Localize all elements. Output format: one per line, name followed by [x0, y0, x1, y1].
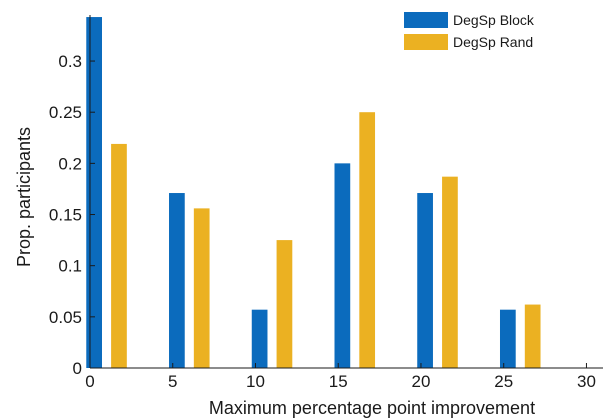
bar-degsp-block-20 [417, 193, 433, 368]
legend-swatch-degsp-rand [404, 34, 448, 50]
bar-degsp-rand-20 [442, 176, 458, 368]
bar-degsp-block-0 [86, 17, 102, 369]
x-tick-label-5: 5 [168, 372, 177, 391]
bar-degsp-rand-15 [359, 112, 376, 368]
y-tick-label-0.3: 0.3 [58, 52, 82, 71]
bar-degsp-block-5 [169, 193, 185, 368]
x-tick-label-20: 20 [412, 372, 431, 391]
y-tick-label-0.25: 0.25 [49, 103, 82, 122]
x-tick-label-15: 15 [329, 372, 348, 391]
bar-degsp-block-10 [251, 309, 268, 368]
x-tick-label-10: 10 [246, 372, 265, 391]
legend: DegSp Block DegSp Rand [404, 12, 535, 50]
y-tick-label-0: 0 [73, 359, 82, 378]
y-tick-label-0.1: 0.1 [58, 257, 82, 276]
bar-degsp-rand-25 [524, 304, 541, 368]
x-tick-label-0: 0 [85, 372, 94, 391]
bar-degsp-block-15 [334, 163, 351, 368]
axes: 0 5 10 15 20 25 30 0 0.05 0.1 0.15 0.2 0.25 0.3 [49, 15, 603, 391]
y-tick-label-0.05: 0.05 [49, 308, 82, 327]
legend-label-degsp-block: DegSp Block [453, 12, 535, 28]
legend-swatch-degsp-block [404, 12, 448, 28]
plot-area [86, 17, 541, 369]
bar-degsp-block-25 [499, 309, 516, 368]
y-tick-label-0.15: 0.15 [49, 206, 82, 225]
y-axis-title: Prop. participants [14, 127, 34, 267]
bar-degsp-rand-0 [111, 143, 127, 368]
x-tick-label-30: 30 [577, 372, 596, 391]
bar-degsp-rand-10 [276, 240, 293, 368]
legend-label-degsp-rand: DegSp Rand [453, 34, 533, 50]
x-tick-label-25: 25 [494, 372, 513, 391]
y-tick-label-0.2: 0.2 [58, 154, 82, 173]
x-axis-title: Maximum percentage point improvement [209, 398, 535, 418]
bar-degsp-rand-5 [193, 208, 210, 368]
